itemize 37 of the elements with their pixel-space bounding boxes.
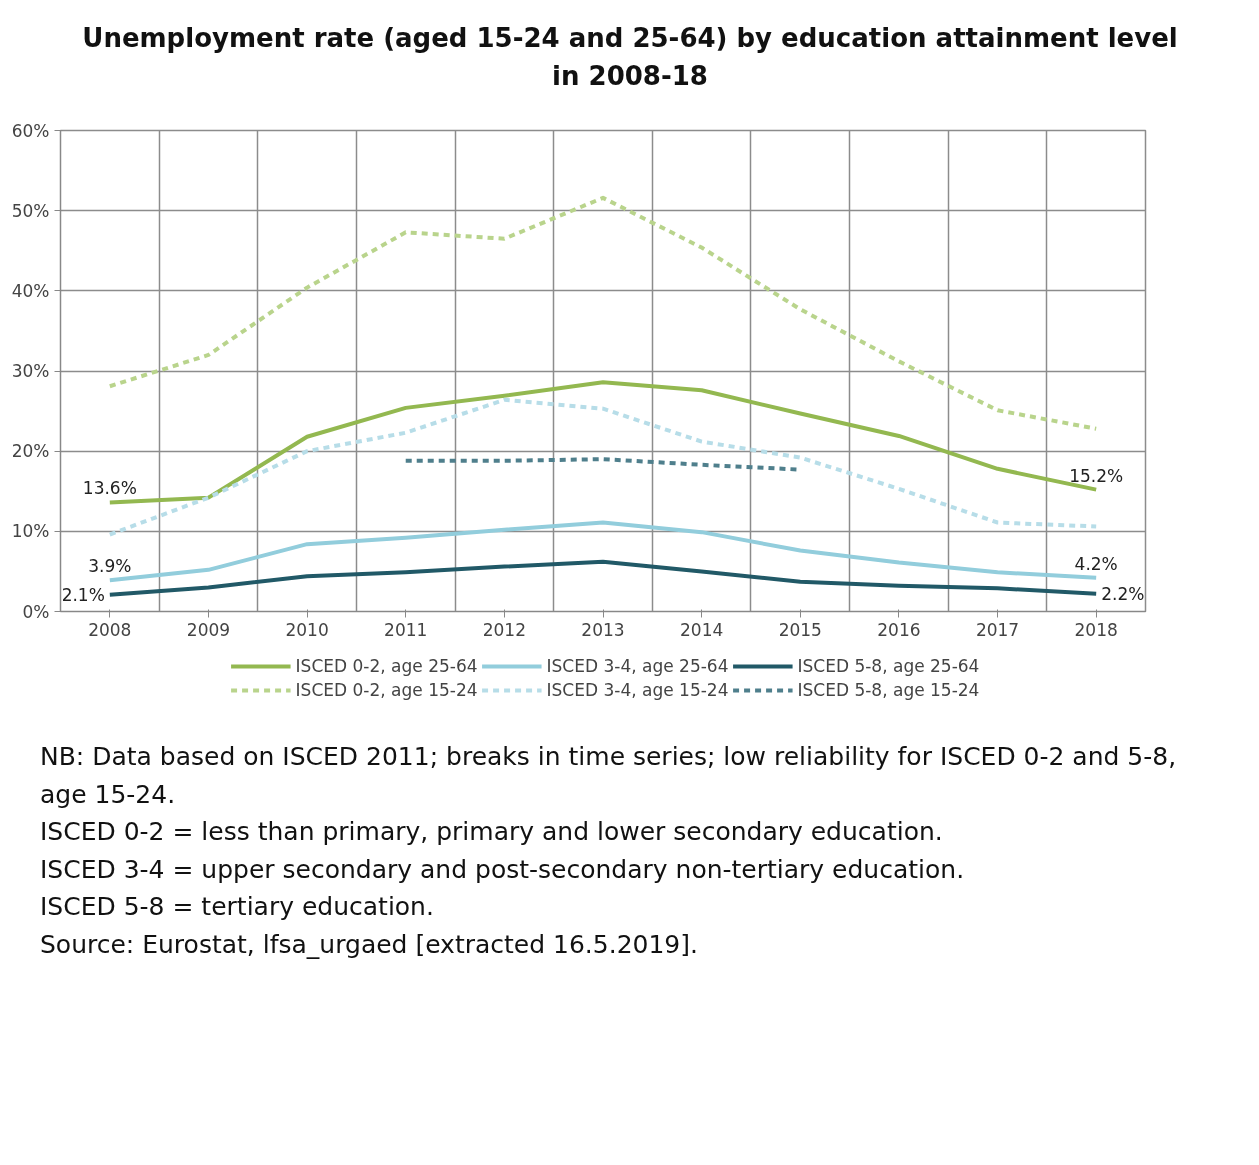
x-tick-label: 2015 bbox=[778, 619, 822, 640]
text: ISCED 5-8 = tertiary education. bbox=[40, 892, 434, 921]
chart-title: Unemployment rate (aged 15-24 and 25-64) by education attainment level in 2008-18 bbox=[81, 22, 1179, 93]
text: ISCED 0-2 = less than primary, primary and lower secondary education. bbox=[40, 817, 943, 846]
y-tick-label: 60% bbox=[11, 120, 50, 141]
line-series bbox=[107, 195, 1099, 431]
data-label: 2.1% bbox=[61, 584, 105, 605]
data-label: 4.2% bbox=[1074, 553, 1118, 574]
x-tick-label: 2013 bbox=[581, 619, 625, 640]
data-label: 15.2% bbox=[1069, 465, 1124, 486]
y-tick-label: 50% bbox=[11, 200, 50, 221]
data-label: 3.9% bbox=[88, 556, 132, 577]
y-tick-label: 10% bbox=[11, 521, 50, 542]
x-tick-label: 2009 bbox=[186, 619, 231, 640]
y-tick-label: 40% bbox=[11, 280, 50, 301]
x-tick-label: 2014 bbox=[680, 619, 724, 640]
x-tick-label: 2012 bbox=[482, 619, 526, 640]
data-label: 13.6% bbox=[82, 478, 137, 499]
legend-label: ISCED 3-4, age 25-64 bbox=[546, 656, 729, 676]
data-label: 2.2% bbox=[1101, 583, 1145, 604]
legend-label: ISCED 0-2, age 25-64 bbox=[295, 656, 478, 676]
text: ISCED 3-4 = upper secondary and post-secondary non-tertiary education. bbox=[40, 854, 965, 884]
legend-label: ISCED 5-8, age 15-24 bbox=[797, 680, 980, 700]
x-tick-label: 2010 bbox=[285, 619, 329, 640]
x-tick-label: 2008 bbox=[88, 619, 132, 640]
text: NB: Data based on ISCED 2011; breaks in time series; low reliability for ISCED 0-2 and 5-8, age 15-24. bbox=[40, 742, 1177, 809]
x-tick-label: 2017 bbox=[975, 619, 1020, 640]
x-tick-label: 2011 bbox=[384, 619, 428, 640]
x-tick-label: 2018 bbox=[1074, 619, 1118, 640]
y-tick-label: 20% bbox=[11, 441, 50, 462]
legend-label: ISCED 0-2, age 15-24 bbox=[295, 680, 478, 700]
x-tick-label: 2016 bbox=[877, 619, 921, 640]
y-tick-label: 0% bbox=[22, 601, 50, 622]
source-note: Source: Eurostat, lfsa_urgaed [extracted 16.5.2019]. bbox=[40, 929, 698, 959]
y-tick-label: 30% bbox=[11, 361, 50, 381]
legend-label: ISCED 5-8, age 25-64 bbox=[797, 656, 980, 676]
legend-label: ISCED 3-4, age 15-24 bbox=[546, 680, 729, 700]
